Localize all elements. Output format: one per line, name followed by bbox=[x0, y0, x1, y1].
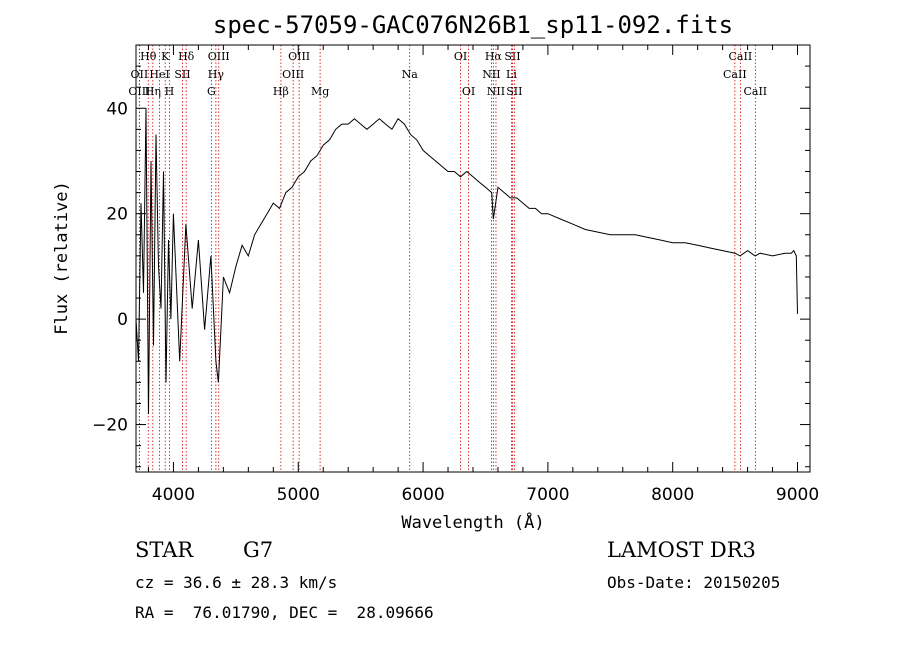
x-tick-label: 8000 bbox=[651, 485, 694, 505]
line-marker-label: NII bbox=[487, 85, 505, 98]
line-marker-label: K bbox=[161, 50, 170, 63]
redshift-cz: cz = 36.6 ± 28.3 km/s bbox=[135, 573, 338, 592]
series-line-flux bbox=[135, 108, 798, 415]
line-marker-label: Na bbox=[402, 68, 419, 81]
line-marker-label: OIII bbox=[282, 68, 304, 81]
line-marker-label: Hη bbox=[145, 85, 161, 98]
line-marker-label: G bbox=[207, 85, 216, 98]
x-tick-label: 9000 bbox=[776, 485, 819, 505]
x-tick-label: 5000 bbox=[277, 485, 320, 505]
line-marker-label: CaII bbox=[723, 68, 747, 81]
chart-title: spec-57059-GAC076N26B1_sp11-092.fits bbox=[213, 11, 733, 39]
line-marker-label: HeI bbox=[149, 68, 169, 81]
line-marker-label: SII bbox=[506, 85, 522, 98]
y-tick-label: 0 bbox=[117, 310, 128, 330]
y-axis-label: Flux (relative) bbox=[52, 181, 72, 335]
line-marker-label: Hγ bbox=[208, 68, 225, 81]
y-axis: −20 0 20 40 bbox=[92, 65, 810, 468]
y-tick-label: −20 bbox=[92, 416, 128, 436]
x-axis: 4000 5000 6000 7000 8000 9000 bbox=[147, 45, 819, 505]
line-marker-label: OIII bbox=[208, 50, 230, 63]
plot-frame bbox=[135, 44, 811, 473]
line-marker-label: OI bbox=[462, 85, 475, 98]
line-marker-label: Hα bbox=[485, 50, 503, 63]
line-marker-label: SII bbox=[504, 50, 520, 63]
object-subclass: G7 bbox=[243, 538, 274, 562]
line-marker-label: CaII bbox=[729, 50, 753, 63]
line-marker-label: Hθ bbox=[140, 50, 157, 63]
survey-name: LAMOST DR3 bbox=[607, 538, 756, 562]
x-tick-label: 6000 bbox=[401, 485, 444, 505]
line-marker-label: Mg bbox=[311, 85, 329, 98]
line-marker-label: SII bbox=[174, 68, 190, 81]
line-marker-label: Hδ bbox=[178, 50, 195, 63]
line-marker-label: NII bbox=[482, 68, 500, 81]
line-marker-label: OIII bbox=[288, 50, 310, 63]
line-marker-label: Hβ bbox=[273, 85, 289, 98]
x-tick-label: 7000 bbox=[526, 485, 569, 505]
line-marker-label: CaII bbox=[743, 85, 767, 98]
x-tick-label: 4000 bbox=[152, 485, 195, 505]
y-tick-label: 20 bbox=[106, 205, 128, 225]
observation-date: Obs-Date: 20150205 bbox=[607, 573, 781, 592]
object-class: STAR bbox=[135, 538, 194, 562]
y-tick-label: 40 bbox=[106, 99, 128, 119]
ra-dec-coordinates: RA = 76.01790, DEC = 28.09666 bbox=[135, 603, 434, 622]
line-marker-label: OIII bbox=[128, 85, 150, 98]
line-marker-label: H bbox=[165, 85, 175, 98]
line-marker-label: OI bbox=[454, 50, 467, 63]
x-axis-label: Wavelength (Å) bbox=[401, 511, 544, 533]
line-marker-label: Li bbox=[506, 68, 517, 81]
spectrum-series bbox=[135, 108, 798, 415]
